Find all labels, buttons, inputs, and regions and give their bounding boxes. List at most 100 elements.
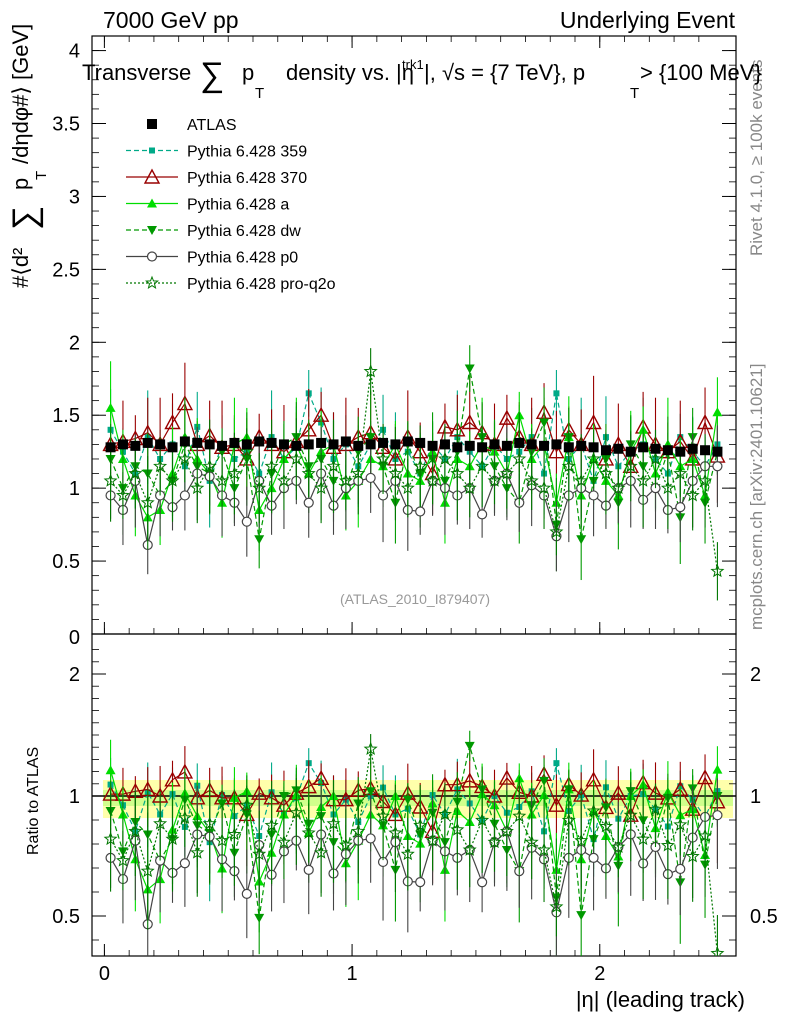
data-point (548, 443, 565, 459)
data-point (625, 446, 636, 457)
ratio-point (636, 831, 651, 846)
data-point (498, 409, 516, 425)
series-atlas (105, 436, 723, 457)
data-point (673, 466, 688, 480)
ratio-point (549, 899, 564, 913)
legend-label: Pythia 6.428 dw (187, 223, 301, 240)
data-point (192, 437, 203, 448)
data-point (536, 480, 551, 495)
y-tick-label: 3.5 (52, 114, 80, 136)
ratio-point (574, 833, 589, 847)
data-point (477, 442, 488, 453)
title-T2: T (630, 85, 639, 102)
data-point (241, 439, 252, 450)
series-line (110, 465, 718, 546)
data-point (378, 437, 389, 448)
title-rest1: density vs. |η (286, 60, 414, 85)
data-point (165, 473, 180, 487)
ratio-series-line (110, 748, 718, 954)
ratio-point (365, 833, 376, 844)
data-point (501, 440, 512, 451)
title-main: Transverse (82, 60, 191, 85)
data-point (636, 473, 651, 487)
data-point (576, 440, 587, 451)
y-tick-label: 3 (69, 186, 80, 208)
legend-marker (149, 147, 155, 154)
legend-marker (147, 119, 157, 129)
data-point (117, 439, 128, 450)
ratio-point (363, 741, 378, 756)
data-point (227, 466, 242, 480)
data-point (167, 442, 178, 453)
ratio-point (116, 853, 131, 867)
data-point (675, 502, 686, 513)
series-line (110, 368, 718, 540)
ratio-point (553, 760, 560, 767)
legend-item: Pythia 6.428 359 (126, 144, 307, 161)
data-point (461, 414, 478, 430)
data-point (586, 451, 601, 465)
ratio-point (128, 823, 143, 838)
data-point (650, 443, 661, 454)
ylabel-a: #⟨d² (8, 248, 33, 288)
ratio-point (254, 913, 265, 923)
data-point (464, 440, 475, 451)
data-point (648, 451, 663, 465)
y-axis-label: #⟨d² ∑ p T /dηdφ#⟩ [GeV] (6, 24, 50, 288)
series-pythia-6-428-pro-q2o (103, 348, 725, 601)
ratio-point (303, 864, 314, 875)
x-axis-label: |η| (leading track) (576, 987, 745, 1012)
data-point (425, 473, 440, 487)
data-point (439, 439, 450, 450)
data-point (539, 418, 550, 428)
data-point (696, 414, 714, 430)
ratio-series-line (110, 771, 718, 833)
data-point (402, 436, 413, 447)
title-rest3: > {100 MeV} (640, 60, 762, 85)
y-tick-label: 2.5 (52, 259, 80, 281)
data-point (103, 473, 118, 487)
ratio-point (712, 764, 723, 774)
data-point (278, 439, 289, 450)
ratio-point (548, 796, 565, 812)
ratio-point (648, 801, 663, 816)
ratio-point (450, 822, 465, 836)
data-point (438, 451, 453, 465)
y-tick-label: 0.5 (52, 551, 80, 573)
header-right: Underlying Event (560, 7, 736, 33)
data-point (140, 495, 155, 509)
data-point (712, 461, 723, 472)
data-point (662, 445, 673, 456)
data-point (660, 480, 675, 495)
data-point (599, 466, 614, 480)
data-point (326, 458, 341, 473)
legend-marker (147, 198, 157, 208)
data-point (105, 442, 116, 453)
data-point (553, 390, 560, 397)
ratio-point (477, 877, 488, 888)
ratio-point (202, 816, 217, 830)
data-point (239, 444, 254, 458)
ratio-point (710, 946, 725, 956)
data-point (363, 364, 378, 378)
ratio-point (438, 807, 453, 821)
ratio-point (660, 838, 675, 852)
ratio-series (102, 730, 726, 956)
ratio-point (697, 828, 712, 843)
ratio-point (675, 863, 686, 875)
data-point (638, 442, 649, 453)
x-tick-label: 0 (99, 963, 110, 985)
data-point (613, 443, 624, 454)
data-point (177, 451, 192, 465)
data-point (190, 480, 205, 495)
data-point (316, 437, 327, 448)
data-point (462, 480, 477, 495)
data-point (712, 446, 723, 457)
ratio-point (388, 825, 403, 839)
data-point (415, 506, 426, 517)
data-point (588, 490, 599, 501)
ratio-y-tick-label: 2 (69, 664, 80, 686)
data-point (179, 490, 190, 501)
y-tick-label: 1.5 (52, 405, 80, 427)
y-zero-label: 0 (69, 627, 80, 649)
